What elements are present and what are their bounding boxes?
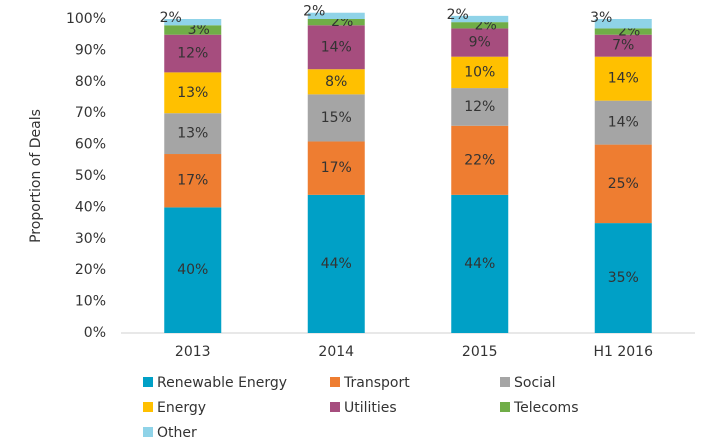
data-label: 22% xyxy=(464,152,495,168)
data-label: 2% xyxy=(303,4,325,20)
bar-segment xyxy=(451,194,509,333)
legend-swatch xyxy=(330,377,340,387)
data-label: 15% xyxy=(321,110,352,126)
bar-segment xyxy=(164,19,222,26)
data-label: 13% xyxy=(177,126,208,142)
legend-label: Renewable Energy xyxy=(157,375,287,391)
data-label: 14% xyxy=(321,39,352,55)
bar-segment xyxy=(451,28,509,57)
bar-segment xyxy=(451,88,509,126)
bar-segment xyxy=(164,72,222,114)
data-label: 44% xyxy=(321,256,352,272)
bar-segment xyxy=(594,28,652,35)
data-label: 2% xyxy=(447,7,469,23)
bar-segment xyxy=(164,34,222,73)
legend-label: Social xyxy=(514,375,556,391)
legend-swatch xyxy=(143,402,153,412)
data-label: 40% xyxy=(177,262,208,278)
bar-segment xyxy=(307,141,365,195)
data-label: 3% xyxy=(590,10,612,26)
data-label: 9% xyxy=(469,35,491,51)
legend-label: Utilities xyxy=(344,400,397,416)
legend-swatch xyxy=(500,377,510,387)
data-label: 12% xyxy=(177,46,208,62)
data-label: 14% xyxy=(608,71,639,87)
bar-segment xyxy=(307,94,365,142)
bar-segment xyxy=(594,34,652,57)
legend-swatch xyxy=(143,427,153,437)
data-label: 13% xyxy=(177,85,208,101)
legend-swatch xyxy=(143,377,153,387)
y-tick-label: 60% xyxy=(75,137,106,153)
y-tick-label: 80% xyxy=(75,74,106,90)
y-tick-label: 10% xyxy=(75,294,106,310)
x-tick-label: 2014 xyxy=(318,344,354,360)
y-tick-label: 30% xyxy=(75,231,106,247)
bar-segment xyxy=(307,25,365,70)
legend-label: Transport xyxy=(343,375,410,391)
bar-segment xyxy=(307,12,365,19)
data-label: 35% xyxy=(608,270,639,286)
data-label: 17% xyxy=(321,160,352,176)
bar-segment xyxy=(164,113,222,155)
data-label: 2% xyxy=(160,10,182,26)
legend-swatch xyxy=(330,402,340,412)
bar-segment xyxy=(594,223,652,333)
bar-segment xyxy=(307,194,365,333)
legend-label: Energy xyxy=(157,400,206,416)
bar-segment xyxy=(451,56,509,89)
y-tick-label: 100% xyxy=(66,11,106,27)
y-tick-label: 20% xyxy=(75,262,106,278)
data-label: 8% xyxy=(325,74,347,90)
legend-swatch xyxy=(500,402,510,412)
x-tick-label: H1 2016 xyxy=(593,344,653,360)
data-label: 10% xyxy=(464,64,495,80)
y-tick-label: 70% xyxy=(75,105,106,121)
bar-segment xyxy=(594,19,652,29)
legend-label: Other xyxy=(157,425,197,441)
legend-label: Telecoms xyxy=(513,400,578,416)
y-tick-label: 40% xyxy=(75,199,106,215)
bar-segment xyxy=(164,25,222,35)
y-tick-label: 0% xyxy=(84,325,106,341)
bar-segment xyxy=(594,56,652,101)
bar-segment xyxy=(451,15,509,23)
bar-segment xyxy=(307,69,365,95)
bar-segment xyxy=(451,125,509,195)
y-tick-label: 50% xyxy=(75,168,106,184)
data-label: 25% xyxy=(608,176,639,192)
y-tick-label: 90% xyxy=(75,42,106,58)
bar-segment xyxy=(451,22,509,29)
bar-segment xyxy=(594,100,652,145)
data-label: 17% xyxy=(177,173,208,189)
data-label: 7% xyxy=(612,38,634,54)
bar-segment xyxy=(594,144,652,224)
data-label: 44% xyxy=(464,256,495,272)
data-label: 14% xyxy=(608,115,639,131)
y-axis-title: Proportion of Deals xyxy=(28,109,44,243)
data-label: 3% xyxy=(188,22,210,38)
x-tick-label: 2013 xyxy=(175,344,211,360)
bar-segment xyxy=(307,19,365,26)
bar-segment xyxy=(164,207,222,333)
bar-segment xyxy=(164,154,222,208)
x-tick-label: 2015 xyxy=(462,344,498,360)
data-label: 12% xyxy=(464,99,495,115)
